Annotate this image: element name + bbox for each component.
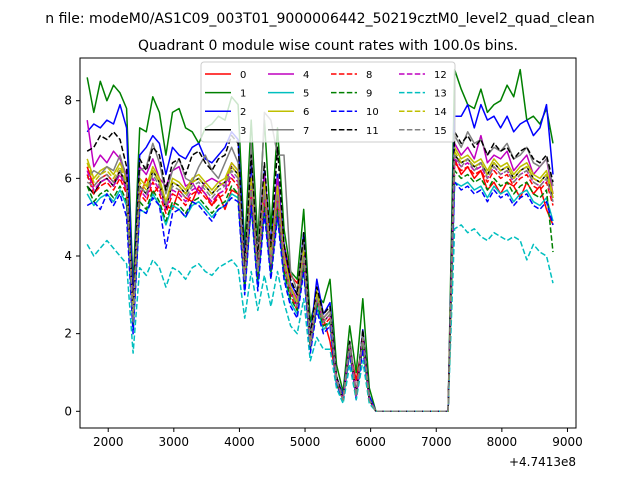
y-tick-label: 8 — [64, 94, 72, 108]
y-tick-label: 2 — [64, 327, 72, 341]
x-tick-label: 7000 — [421, 435, 452, 449]
series-line-5 — [86, 181, 554, 413]
x-tick-label: 9000 — [552, 435, 583, 449]
axes-layer: 2000 3000 4000 5000 6000 7000 8000 9000 0 2 4 6 8 — [64, 94, 582, 449]
legend-label-8: 8 — [366, 70, 372, 81]
series-line-9 — [86, 169, 554, 413]
x-tick-label: 8000 — [487, 435, 518, 449]
legend-label-11: 11 — [366, 126, 379, 137]
legend-label-10: 10 — [366, 107, 379, 118]
y-tick-label: 6 — [64, 171, 72, 185]
legend-label-14: 14 — [434, 107, 447, 118]
legend-box — [200, 61, 456, 143]
legend-label-15: 15 — [434, 126, 447, 137]
legend-label-4: 4 — [303, 70, 309, 81]
x-tick-label: 6000 — [355, 435, 386, 449]
series-line-10 — [86, 181, 554, 413]
legend-label-3: 3 — [240, 126, 246, 137]
legend-label-6: 6 — [303, 107, 309, 118]
y-tick-label: 4 — [64, 249, 72, 263]
legend-label-7: 7 — [303, 126, 309, 137]
legend-label-1: 1 — [240, 89, 246, 100]
y-tick-label: 0 — [64, 404, 72, 418]
series-line-15 — [86, 154, 554, 413]
plot-frame — [79, 57, 577, 429]
chart-title: Quadrant 0 module wise count rates with … — [138, 38, 518, 54]
legend-label-0: 0 — [240, 70, 246, 81]
figure-suptitle: n file: modeM0/AS1C09_003T01_9000006442_… — [45, 11, 594, 27]
series-layer — [86, 68, 554, 413]
x-tick-label: 3000 — [159, 435, 190, 449]
series-line-13 — [86, 224, 554, 413]
x-tick-label: 5000 — [290, 435, 321, 449]
series-line-11 — [86, 131, 554, 413]
x-tick-label: 4000 — [224, 435, 255, 449]
x-tick-label: 2000 — [93, 435, 124, 449]
legend-label-12: 12 — [434, 70, 447, 81]
legend-label-5: 5 — [303, 89, 309, 100]
series-line-6 — [86, 146, 554, 413]
x-offset-text: +4.7413e8 — [509, 455, 576, 469]
legend-label-13: 13 — [434, 89, 447, 100]
series-line-8 — [86, 162, 554, 413]
legend-label-9: 9 — [366, 89, 372, 100]
legend-label-2: 2 — [240, 107, 246, 118]
